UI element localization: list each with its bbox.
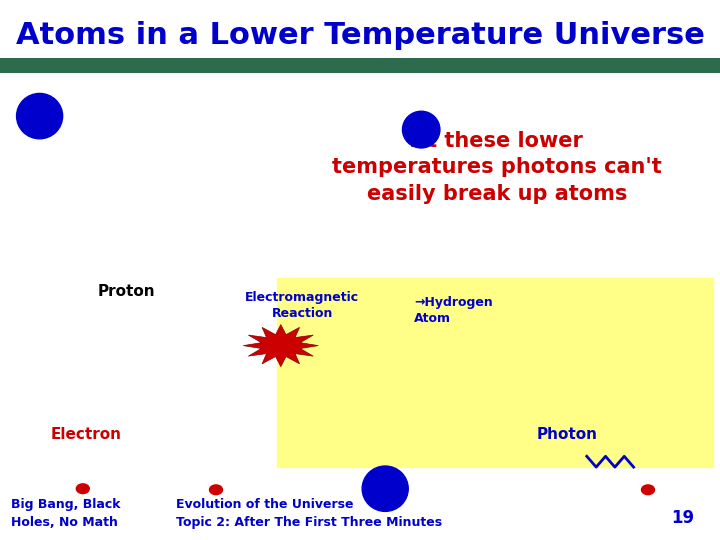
Circle shape (76, 484, 89, 494)
Ellipse shape (17, 93, 63, 139)
Polygon shape (243, 325, 318, 367)
Text: Electromagnetic
Reaction: Electromagnetic Reaction (246, 291, 359, 320)
Ellipse shape (362, 466, 408, 511)
Text: Holes, No Math: Holes, No Math (11, 516, 117, 529)
Text: Atoms in a Lower Temperature Universe: Atoms in a Lower Temperature Universe (16, 21, 704, 50)
Text: Evolution of the Universe: Evolution of the Universe (176, 498, 354, 511)
Text: Electron: Electron (50, 427, 122, 442)
Text: →Hydrogen
Atom: →Hydrogen Atom (414, 296, 492, 325)
Circle shape (642, 485, 654, 495)
Bar (277, 278, 713, 467)
Text: At these lower
temperatures photons can't
easily break up atoms: At these lower temperatures photons can'… (332, 131, 662, 204)
Text: Proton: Proton (97, 284, 155, 299)
Text: Big Bang, Black: Big Bang, Black (11, 498, 120, 511)
Text: 19: 19 (672, 509, 695, 528)
Text: Photon: Photon (536, 427, 598, 442)
Bar (0, 58, 720, 73)
Text: Topic 2: After The First Three Minutes: Topic 2: After The First Three Minutes (176, 516, 443, 529)
Ellipse shape (402, 111, 440, 148)
Circle shape (210, 485, 222, 495)
